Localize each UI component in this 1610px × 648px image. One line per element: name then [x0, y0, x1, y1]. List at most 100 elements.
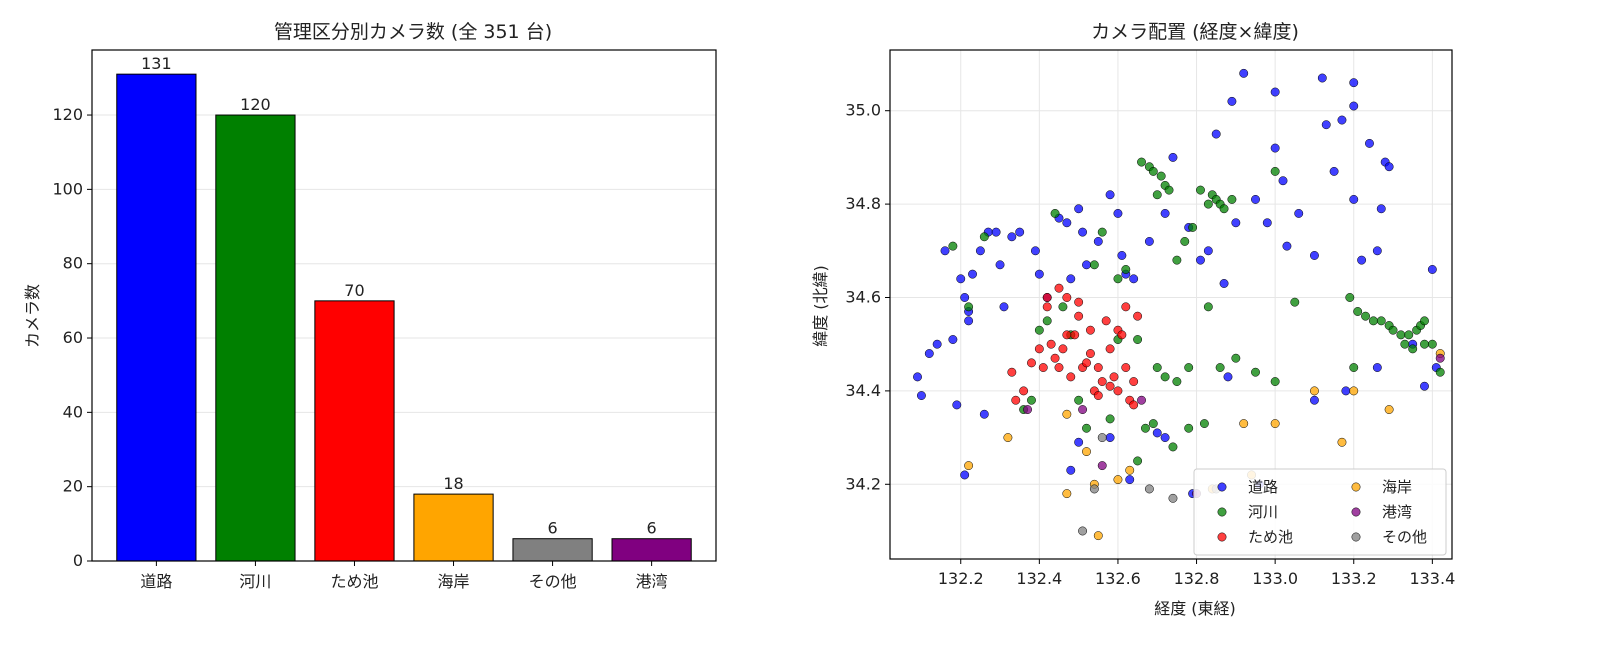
- sc-point-1-27: [1196, 185, 1205, 195]
- sc-point-2-30: [1085, 325, 1095, 335]
- sc-point-1-7: [1058, 302, 1068, 312]
- sc-point-0-40: [1219, 279, 1229, 288]
- sc-point-0-30: [1117, 251, 1127, 260]
- sc-point-1-60: [1408, 344, 1418, 354]
- sc-point-2-6: [1042, 293, 1052, 302]
- bar-value-label-2: 70: [344, 281, 364, 300]
- sc-point-1-28: [1203, 199, 1213, 209]
- sc-point-2-11: [1062, 293, 1072, 302]
- sc-legend-label-3: 海岸: [1382, 478, 1412, 496]
- sc-legend-marker-2: [1217, 532, 1227, 542]
- sc-point-2-37: [1113, 386, 1123, 396]
- sc-point-5-4: [1168, 493, 1178, 503]
- sc-point-0-69: [979, 409, 989, 419]
- sc-point-1-56: [1420, 316, 1429, 326]
- bar-value-label-0: 131: [141, 54, 172, 73]
- sc-point-2-14: [1074, 311, 1084, 321]
- sc-point-0-67: [1427, 265, 1437, 274]
- sc-legend-marker-5: [1351, 532, 1361, 542]
- sc-point-1-48: [1368, 316, 1378, 326]
- sc-point-3-14: [1337, 437, 1347, 447]
- sc-point-0-47: [1270, 143, 1280, 153]
- sc-point-2-0: [1007, 367, 1017, 377]
- sc-point-4-0: [1023, 405, 1033, 415]
- sc-point-0-9: [964, 316, 974, 326]
- sc-xtick-label-0: 132.2: [938, 569, 984, 588]
- bar-xtick-label-4: その他: [529, 572, 577, 591]
- sc-point-5-3: [1144, 484, 1154, 494]
- bar-ytick-label-0: 0: [73, 551, 83, 570]
- sc-point-0-70: [952, 400, 962, 410]
- sc-point-2-31: [1074, 297, 1084, 307]
- sc-point-2-3: [1027, 358, 1036, 368]
- sc-xtick-label-1: 132.4: [1016, 569, 1062, 588]
- sc-point-2-21: [1101, 316, 1111, 326]
- sc-point-0-14: [995, 260, 1005, 270]
- sc-point-1-4: [1034, 325, 1044, 335]
- sc-point-3-7: [1113, 475, 1123, 485]
- sc-point-1-15: [1121, 265, 1131, 274]
- sc-point-1-40: [1231, 353, 1241, 363]
- sc-legend-label-0: 道路: [1248, 478, 1278, 496]
- bar-ytick-label-4: 80: [63, 254, 83, 273]
- sc-legend-marker-4: [1351, 507, 1361, 517]
- bar-ytick-label-3: 60: [63, 328, 83, 347]
- sc-series-5: [1078, 433, 1221, 536]
- bar-value-label-5: 6: [647, 519, 657, 538]
- sc-point-3-4: [1082, 447, 1091, 457]
- sc-point-0-6: [956, 274, 966, 284]
- sc-point-0-51: [1309, 251, 1319, 260]
- sc-point-0-83: [1372, 363, 1382, 372]
- sc-point-0-26: [1082, 260, 1091, 270]
- sc-point-0-44: [1251, 194, 1260, 204]
- sc-point-1-33: [1227, 194, 1237, 204]
- sc-point-2-26: [1121, 302, 1131, 312]
- sc-point-4-2: [1097, 461, 1107, 471]
- sc-point-2-7: [1046, 339, 1056, 349]
- bar-value-label-1: 120: [240, 95, 271, 114]
- sc-point-0-60: [1365, 138, 1374, 148]
- sc-legend-marker-0: [1217, 482, 1227, 492]
- bar-value-label-3: 18: [443, 474, 463, 493]
- sc-ytick-label-0: 34.2: [845, 474, 881, 493]
- sc-point-0-3: [932, 339, 942, 349]
- sc-legend-marker-3: [1351, 482, 1361, 492]
- sc-point-0-39: [1211, 129, 1221, 139]
- sc-point-0-48: [1278, 176, 1288, 186]
- sc-point-4-1: [1078, 405, 1088, 415]
- sc-point-1-35: [1160, 372, 1170, 382]
- sc-point-1-67: [1203, 302, 1213, 312]
- sc-point-0-33: [1144, 237, 1154, 246]
- sc-point-0-42: [1231, 218, 1241, 228]
- sc-point-0-4: [940, 246, 950, 256]
- sc-point-0-38: [1203, 246, 1213, 256]
- sc-point-0-52: [1317, 73, 1327, 83]
- sc-point-1-70: [1349, 363, 1359, 372]
- sc-point-0-15: [999, 302, 1009, 312]
- sc-legend-label-2: ため池: [1248, 528, 1293, 546]
- sc-point-1-44: [1290, 297, 1300, 307]
- sc-point-1-17: [1137, 157, 1146, 167]
- sc-point-0-16: [1007, 232, 1017, 242]
- sc-xtick-label-6: 133.4: [1409, 569, 1455, 588]
- scatter-chart-x-axis-label: 経度 (東経): [1154, 599, 1236, 618]
- sc-point-2-34: [1062, 330, 1072, 340]
- sc-point-2-1: [1011, 395, 1021, 405]
- sc-point-0-71: [960, 470, 970, 480]
- sc-point-0-66: [1420, 381, 1429, 391]
- sc-point-0-29: [1113, 208, 1123, 218]
- sc-point-0-43: [1239, 68, 1249, 78]
- sc-point-0-1: [916, 391, 926, 401]
- sc-point-0-50: [1294, 208, 1304, 218]
- sc-xtick-label-2: 132.6: [1095, 569, 1141, 588]
- bar-4: [512, 538, 593, 562]
- sc-point-1-26: [1188, 222, 1198, 232]
- sc-point-0-55: [1337, 115, 1347, 125]
- sc-point-0-13: [991, 227, 1001, 237]
- sc-point-1-5: [1042, 316, 1052, 326]
- sc-point-0-77: [1160, 433, 1170, 443]
- sc-point-2-38: [1121, 363, 1131, 372]
- sc-point-1-52: [1396, 330, 1406, 340]
- bar-5: [611, 538, 692, 562]
